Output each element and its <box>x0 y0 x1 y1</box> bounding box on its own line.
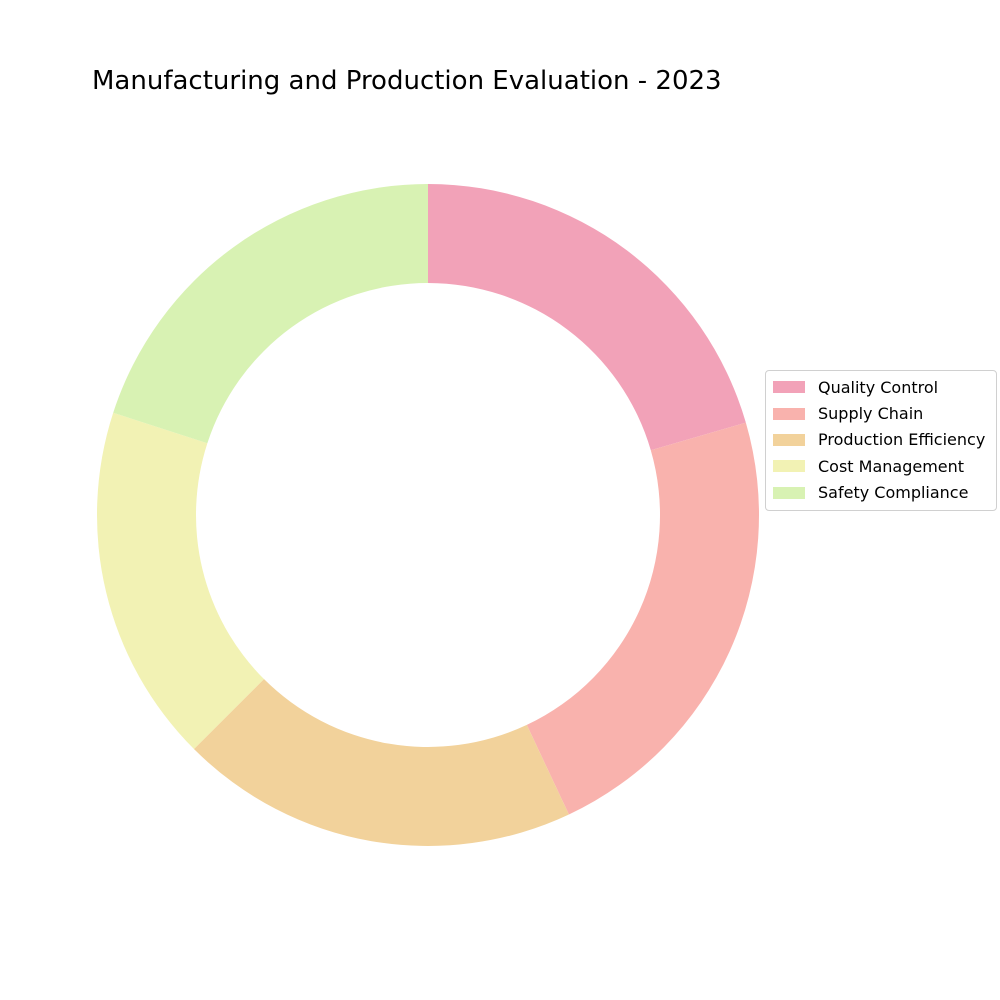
legend: Quality Control Supply Chain Production Ef… <box>765 370 997 511</box>
legend-swatch <box>773 460 805 473</box>
legend-label: Cost Management <box>818 456 965 476</box>
slice-supply-chain <box>526 422 759 815</box>
legend-label: Supply Chain <box>818 404 924 424</box>
legend-label: Safety Compliance <box>818 483 969 503</box>
legend-item: Production Efficiency <box>766 427 996 453</box>
slice-safety-compliance <box>113 184 429 444</box>
legend-swatch <box>773 486 805 499</box>
slice-production-efficiency <box>193 679 569 846</box>
legend-swatch <box>773 381 805 394</box>
legend-item: Cost Management <box>766 453 996 479</box>
legend-label: Quality Control <box>818 377 939 397</box>
legend-item: Supply Chain <box>766 400 996 426</box>
slice-cost-management <box>97 412 264 750</box>
chart-title: Manufacturing and Production Evaluation … <box>92 66 722 96</box>
legend-label: Production Efficiency <box>818 430 986 450</box>
legend-swatch <box>773 407 805 420</box>
legend-item: Safety Compliance <box>766 480 996 506</box>
legend-item: Quality Control <box>766 374 996 400</box>
slice-quality-control <box>428 184 746 451</box>
legend-swatch <box>773 433 805 446</box>
